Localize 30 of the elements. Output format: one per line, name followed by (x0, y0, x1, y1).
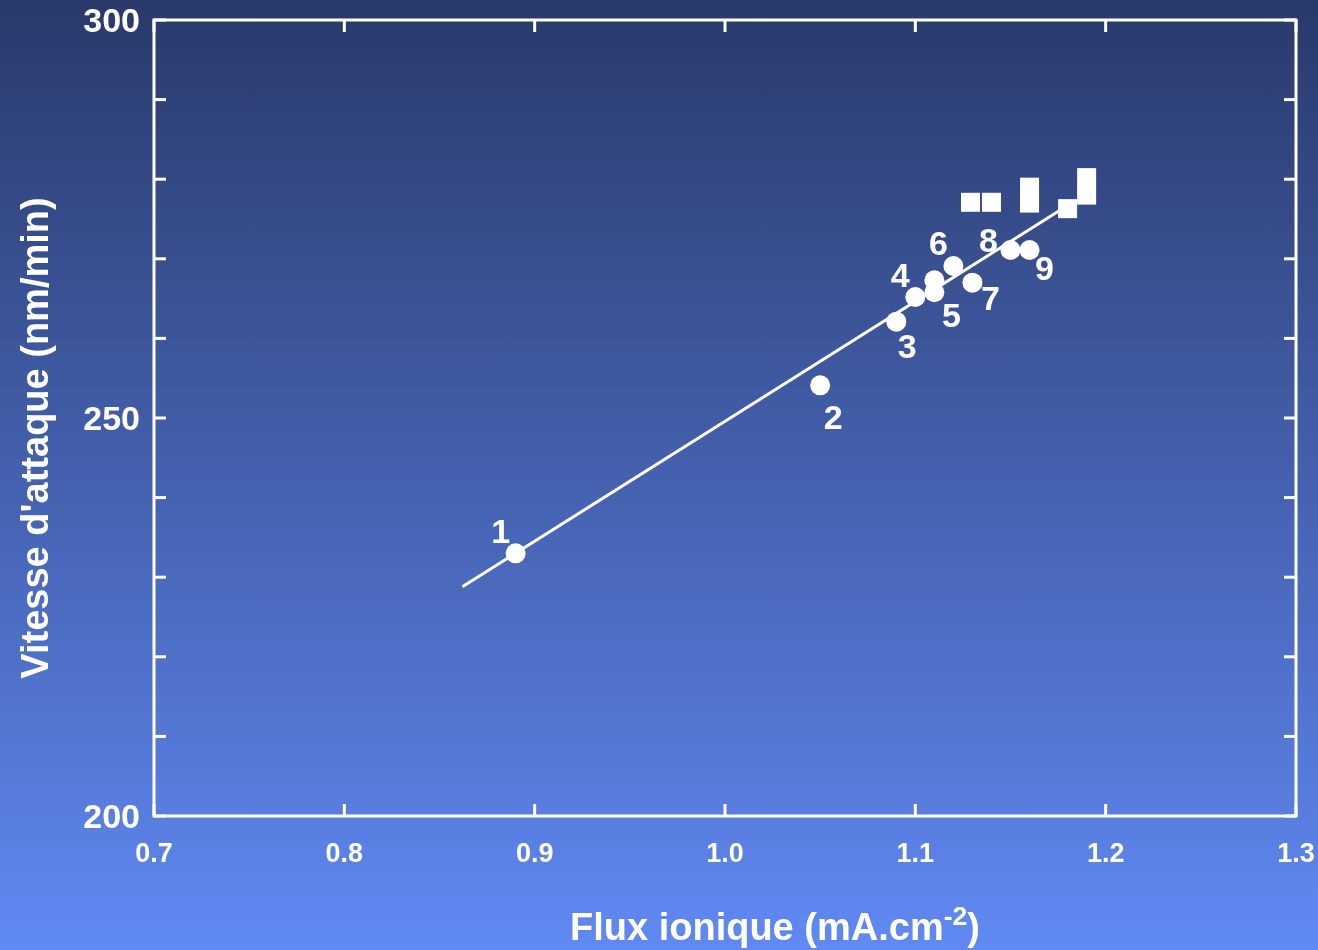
annotation: 2 (823, 398, 843, 437)
point (943, 255, 964, 276)
point (981, 192, 1001, 212)
x-tick-label: 0.7 (135, 838, 173, 868)
annotation: 9 (1035, 249, 1054, 288)
annotation: 3 (897, 326, 917, 365)
point (810, 375, 831, 396)
point (1058, 199, 1078, 219)
x-tick-label: 1.0 (706, 838, 744, 868)
point (1077, 168, 1097, 188)
annotation: 8 (979, 221, 998, 260)
x-tick-label: 0.9 (515, 838, 554, 868)
x-axis-title: Flux ionique (mA.cm$^{-2}$) (569, 901, 981, 948)
annotation: 7 (980, 278, 1000, 317)
x-tick-label: 0.8 (325, 838, 364, 868)
point (1077, 185, 1097, 205)
y-axis-title: Vitesse d'attaque (nm/min) (14, 197, 56, 679)
point (1020, 193, 1040, 213)
annotation: 5 (941, 296, 961, 335)
x-tick-label: 1.1 (896, 838, 935, 868)
point (961, 192, 981, 212)
y-tick-label: 250 (83, 399, 140, 438)
annotation: 1 (491, 512, 511, 551)
y-tick-label: 200 (83, 797, 140, 836)
point (962, 272, 983, 293)
annotation: 6 (928, 223, 948, 262)
y-tick-label: 300 (83, 1, 140, 40)
x-tick-label: 1.2 (1086, 838, 1125, 868)
annotation: 4 (890, 256, 910, 295)
x-tick-label: 1.3 (1277, 838, 1315, 868)
